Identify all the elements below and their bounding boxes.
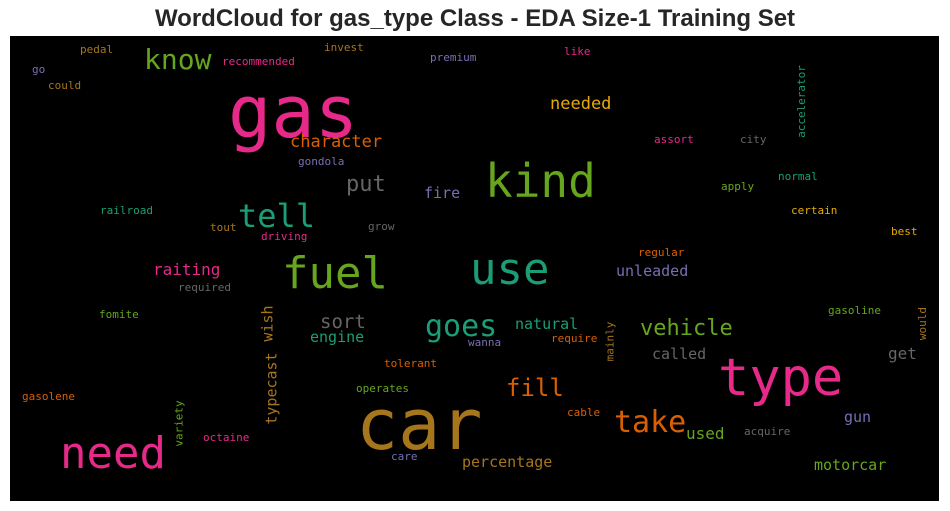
word-vehicle: vehicle: [640, 316, 733, 341]
word-mainly: mainly: [603, 321, 617, 362]
word-accelerator: accelerator: [794, 65, 808, 138]
word-fill: fill: [506, 374, 564, 402]
word-use: use: [470, 244, 550, 295]
word-railroad: railroad: [100, 204, 153, 217]
word-regular: regular: [638, 246, 685, 259]
word-assort: assort: [654, 133, 694, 146]
word-motorcar: motorcar: [814, 456, 887, 474]
word-typecast: typecast: [262, 352, 281, 425]
chart-title: WordCloud for gas_type Class - EDA Size-…: [154, 5, 796, 32]
word-natural: natural: [515, 315, 579, 333]
word-would: would: [916, 306, 930, 341]
word-need: need: [60, 428, 166, 479]
word-pedal: pedal: [80, 43, 114, 56]
word-could: could: [48, 79, 82, 92]
word-like: like: [564, 45, 591, 58]
wordcloud-canvas: gas car type kind use fuel need tell goes take kno…: [10, 36, 939, 501]
word-needed: needed: [550, 94, 612, 114]
word-get: get: [888, 344, 917, 363]
word-sort: sort: [320, 311, 366, 333]
word-grow: grow: [368, 220, 395, 233]
word-know: know: [144, 43, 212, 76]
word-normal: normal: [778, 170, 818, 183]
word-goes: goes: [425, 309, 498, 344]
word-invest: invest: [324, 41, 364, 54]
word-premium: premium: [430, 51, 477, 64]
word-character: character: [290, 132, 383, 152]
word-called: called: [652, 345, 707, 363]
word-fire: fire: [424, 184, 461, 202]
word-car: car: [356, 384, 483, 466]
word-fomite: fomite: [99, 308, 139, 321]
word-raiting: raiting: [153, 260, 221, 279]
word-fuel: fuel: [282, 248, 388, 299]
word-driving: driving: [261, 230, 308, 243]
word-kind: kind: [485, 154, 596, 208]
word-best: best: [891, 225, 918, 238]
word-gasolene: gasolene: [22, 390, 75, 403]
word-care: care: [391, 450, 418, 463]
word-tout: tout: [210, 221, 237, 234]
word-octaine: octaine: [203, 431, 250, 444]
word-engine: engine: [310, 328, 365, 346]
word-required: required: [178, 281, 231, 294]
word-certain: certain: [791, 204, 838, 217]
word-apply: apply: [721, 180, 755, 193]
word-gun: gun: [844, 408, 872, 426]
word-type: type: [718, 348, 844, 408]
word-put: put: [346, 172, 386, 197]
word-city: city: [740, 133, 767, 146]
word-require: require: [551, 332, 598, 345]
word-acquire: acquire: [744, 425, 791, 438]
word-cable: cable: [567, 406, 601, 419]
word-used: used: [686, 424, 725, 443]
word-operates: operates: [356, 382, 409, 395]
word-gas: gas: [228, 70, 359, 154]
word-go: go: [32, 63, 46, 76]
word-variety: variety: [172, 400, 186, 447]
word-wish: wish: [258, 305, 277, 342]
word-gondola: gondola: [298, 155, 345, 168]
word-gasoline: gasoline: [828, 304, 881, 317]
word-percentage: percentage: [462, 453, 553, 471]
word-unleaded: unleaded: [616, 262, 689, 280]
word-tell: tell: [238, 197, 316, 235]
word-wanna: wanna: [468, 336, 502, 349]
word-take: take: [614, 405, 687, 440]
word-tolerant: tolerant: [384, 357, 437, 370]
word-recommended: recommended: [222, 55, 295, 68]
